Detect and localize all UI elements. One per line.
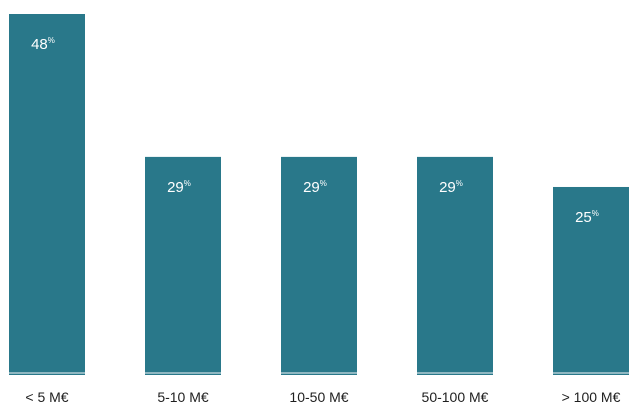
bar-base-4 (553, 372, 629, 374)
bar-value-label-2: 29% (303, 179, 327, 196)
bar-1 (145, 156, 221, 375)
bar-value-label-4: 25% (575, 209, 599, 226)
category-label-3: 50-100 M€ (422, 389, 489, 405)
bar-3 (417, 156, 493, 375)
bar-value-unit: % (456, 179, 463, 188)
bar-value-unit: % (48, 36, 55, 45)
bar-0 (9, 14, 85, 375)
bar-value-unit: % (320, 179, 327, 188)
bar-value-label-0: 48% (31, 36, 55, 53)
bar-value-unit: % (592, 209, 599, 218)
category-label-0: < 5 M€ (25, 389, 68, 405)
bar-2 (281, 156, 357, 375)
bar-value-number: 25 (575, 209, 592, 226)
bar-base-2 (281, 372, 357, 374)
bar-base-3 (417, 372, 493, 374)
bar-base-0 (9, 372, 85, 374)
bar-value-unit: % (184, 179, 191, 188)
category-label-1: 5-10 M€ (157, 389, 209, 405)
category-label-2: 10-50 M€ (289, 389, 348, 405)
category-label-4: > 100 M€ (562, 389, 621, 405)
bar-base-1 (145, 372, 221, 374)
bar-value-label-3: 29% (439, 179, 463, 196)
bar-value-number: 29 (303, 179, 320, 196)
bar-value-number: 29 (167, 179, 184, 196)
bar-value-number: 48 (31, 36, 48, 53)
bar-value-number: 29 (439, 179, 456, 196)
bar-value-label-1: 29% (167, 179, 191, 196)
bar-4 (553, 186, 629, 375)
